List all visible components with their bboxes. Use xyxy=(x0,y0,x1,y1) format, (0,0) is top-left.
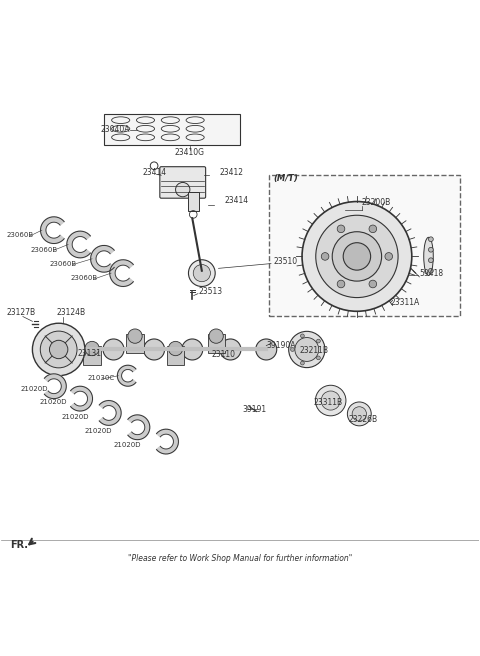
Text: 21030C: 21030C xyxy=(87,375,114,382)
Text: 23131: 23131 xyxy=(78,349,102,358)
Text: 23110: 23110 xyxy=(211,350,235,359)
Polygon shape xyxy=(118,365,136,386)
Text: FR.: FR. xyxy=(10,541,28,550)
Circle shape xyxy=(316,215,398,298)
Text: 21020D: 21020D xyxy=(61,414,88,420)
Text: 23311A: 23311A xyxy=(390,298,420,307)
Circle shape xyxy=(337,225,345,233)
Text: 21020D: 21020D xyxy=(114,442,141,448)
Text: 23040A: 23040A xyxy=(101,125,130,134)
Circle shape xyxy=(429,247,433,252)
Circle shape xyxy=(182,339,203,360)
Circle shape xyxy=(295,338,319,361)
Text: 21020D: 21020D xyxy=(21,386,48,392)
Polygon shape xyxy=(41,217,64,243)
Circle shape xyxy=(168,341,183,356)
Text: 23060B: 23060B xyxy=(49,261,76,267)
Text: 39191: 39191 xyxy=(242,405,266,415)
Bar xyxy=(104,114,240,146)
Ellipse shape xyxy=(424,237,433,276)
Circle shape xyxy=(429,237,433,241)
Circle shape xyxy=(321,391,340,410)
Bar xyxy=(207,334,225,353)
Polygon shape xyxy=(44,374,66,399)
Circle shape xyxy=(316,356,320,359)
Bar xyxy=(188,192,199,211)
Text: 23124B: 23124B xyxy=(56,308,85,317)
FancyBboxPatch shape xyxy=(160,167,205,198)
FancyBboxPatch shape xyxy=(269,175,459,316)
Circle shape xyxy=(369,280,377,288)
Text: 23226B: 23226B xyxy=(349,415,378,424)
Circle shape xyxy=(429,268,433,273)
Circle shape xyxy=(40,331,77,368)
Circle shape xyxy=(300,334,304,338)
Circle shape xyxy=(385,253,393,260)
Polygon shape xyxy=(156,429,179,454)
Circle shape xyxy=(256,339,277,360)
Circle shape xyxy=(343,243,371,270)
Circle shape xyxy=(352,407,366,421)
Text: 23414: 23414 xyxy=(225,196,249,205)
Bar xyxy=(84,346,101,365)
Bar xyxy=(126,334,144,353)
Text: 23060B: 23060B xyxy=(30,247,57,253)
Circle shape xyxy=(209,329,223,343)
Circle shape xyxy=(429,258,433,262)
Circle shape xyxy=(33,323,85,376)
Circle shape xyxy=(369,225,377,233)
Text: 23060B: 23060B xyxy=(6,232,33,238)
Circle shape xyxy=(144,339,165,360)
Circle shape xyxy=(337,280,345,288)
Bar xyxy=(167,346,184,365)
Text: 23060B: 23060B xyxy=(71,276,98,281)
Circle shape xyxy=(300,361,304,365)
Circle shape xyxy=(189,260,215,287)
Circle shape xyxy=(103,339,124,360)
Circle shape xyxy=(316,339,320,343)
Text: 23410G: 23410G xyxy=(175,148,205,157)
Circle shape xyxy=(193,264,210,281)
Circle shape xyxy=(302,201,412,312)
Text: 23412: 23412 xyxy=(220,169,244,177)
Text: 59418: 59418 xyxy=(419,270,443,278)
Polygon shape xyxy=(128,415,150,440)
Text: 23211B: 23211B xyxy=(300,346,329,355)
Circle shape xyxy=(220,339,241,360)
Text: (M/T): (M/T) xyxy=(274,174,298,183)
Text: 23513: 23513 xyxy=(199,287,223,296)
Text: 23127B: 23127B xyxy=(6,308,36,317)
Circle shape xyxy=(62,339,84,360)
Circle shape xyxy=(332,232,382,281)
Circle shape xyxy=(49,340,68,359)
Text: 23414: 23414 xyxy=(142,169,166,177)
Text: 39190A: 39190A xyxy=(266,341,296,350)
Circle shape xyxy=(290,348,294,352)
Polygon shape xyxy=(91,245,114,272)
Text: 23200B: 23200B xyxy=(362,198,391,207)
Circle shape xyxy=(176,182,190,197)
Text: 21020D: 21020D xyxy=(39,400,67,405)
Text: 23510: 23510 xyxy=(274,256,298,266)
Circle shape xyxy=(288,331,325,367)
Circle shape xyxy=(315,385,346,416)
Polygon shape xyxy=(71,386,93,411)
Circle shape xyxy=(348,402,371,426)
Polygon shape xyxy=(99,401,121,425)
Circle shape xyxy=(321,253,329,260)
Polygon shape xyxy=(67,231,90,258)
Text: "Please refer to Work Shop Manual for further information": "Please refer to Work Shop Manual for fu… xyxy=(128,554,352,563)
Polygon shape xyxy=(110,260,133,287)
Text: 21020D: 21020D xyxy=(85,428,112,434)
Circle shape xyxy=(128,329,142,343)
Text: 23311B: 23311B xyxy=(314,398,343,407)
Circle shape xyxy=(85,341,99,356)
